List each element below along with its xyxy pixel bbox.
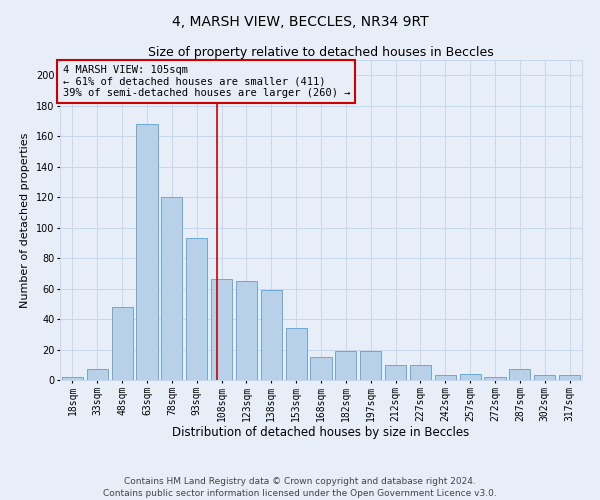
Bar <box>136 124 158 380</box>
Bar <box>112 307 133 380</box>
Bar <box>385 365 406 380</box>
Bar <box>559 376 580 380</box>
Bar <box>310 357 332 380</box>
Bar <box>410 365 431 380</box>
Y-axis label: Number of detached properties: Number of detached properties <box>20 132 31 308</box>
Bar <box>211 280 232 380</box>
Text: Contains HM Land Registry data © Crown copyright and database right 2024.
Contai: Contains HM Land Registry data © Crown c… <box>103 476 497 498</box>
Bar <box>360 351 381 380</box>
Text: 4, MARSH VIEW, BECCLES, NR34 9RT: 4, MARSH VIEW, BECCLES, NR34 9RT <box>172 15 428 29</box>
Bar <box>435 376 456 380</box>
Bar <box>509 370 530 380</box>
Bar <box>335 351 356 380</box>
Bar <box>261 290 282 380</box>
Title: Size of property relative to detached houses in Beccles: Size of property relative to detached ho… <box>148 46 494 59</box>
Bar <box>87 370 108 380</box>
Bar <box>236 281 257 380</box>
X-axis label: Distribution of detached houses by size in Beccles: Distribution of detached houses by size … <box>172 426 470 440</box>
Bar <box>186 238 207 380</box>
Bar <box>484 377 506 380</box>
Text: 4 MARSH VIEW: 105sqm
← 61% of detached houses are smaller (411)
39% of semi-deta: 4 MARSH VIEW: 105sqm ← 61% of detached h… <box>62 65 350 98</box>
Bar <box>161 197 182 380</box>
Bar <box>534 376 555 380</box>
Bar <box>62 377 83 380</box>
Bar <box>460 374 481 380</box>
Bar <box>286 328 307 380</box>
